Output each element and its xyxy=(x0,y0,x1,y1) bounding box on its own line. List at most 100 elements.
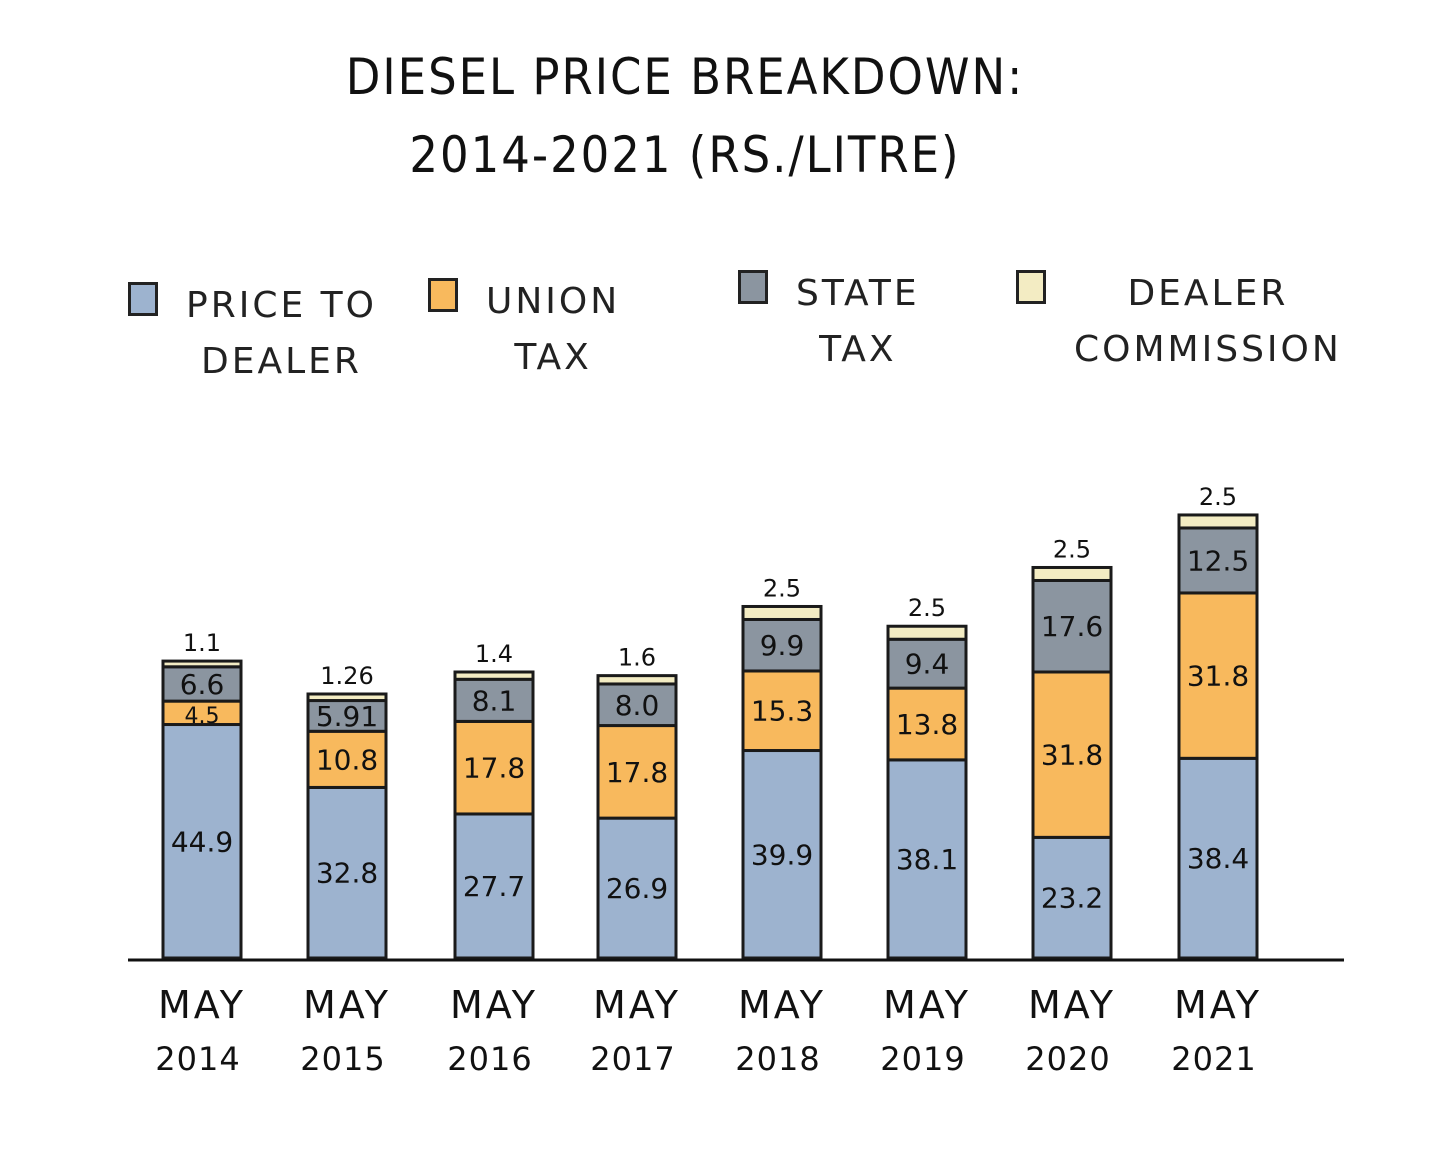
bar-stack: 27.7 17.8 8.1 1.4 xyxy=(453,640,535,960)
bar-stack: 38.1 13.8 9.4 2.5 xyxy=(886,594,968,960)
data-label: 44.9 xyxy=(171,825,233,858)
x-tick-label-year: 2019 xyxy=(880,1040,965,1078)
bar-segment xyxy=(741,604,823,621)
data-label: 1.26 xyxy=(320,662,373,690)
data-label: 2.5 xyxy=(1053,535,1091,563)
x-tick-label-month: MAY xyxy=(450,983,538,1027)
data-label: 23.2 xyxy=(1041,882,1103,915)
data-label: 26.9 xyxy=(606,872,668,905)
bar-stack: 44.9 4.5 6.6 1.1 xyxy=(161,629,243,960)
data-label: 1.6 xyxy=(618,644,656,672)
data-label: 38.1 xyxy=(896,843,958,876)
bar-segment xyxy=(306,729,388,789)
data-label: 8.1 xyxy=(472,684,517,717)
bar-segment xyxy=(161,665,243,703)
data-label: 31.8 xyxy=(1187,660,1249,693)
x-tick-label-year: 2015 xyxy=(300,1040,385,1078)
bar-stack: 38.4 31.8 12.5 2.5 xyxy=(1177,483,1259,960)
bar-stack: 23.2 31.8 17.6 2.5 xyxy=(1031,535,1113,960)
bar-stack: 39.9 15.3 9.9 2.5 xyxy=(741,574,823,960)
bar-segment xyxy=(596,724,678,820)
data-label: 32.8 xyxy=(316,857,378,890)
legend-label-price-to-dealer: PRICE TO DEALER xyxy=(186,278,377,390)
bar-segment xyxy=(306,699,388,733)
data-label: 2.5 xyxy=(908,594,946,622)
data-label: 9.9 xyxy=(760,629,805,662)
x-tick-label-year: 2017 xyxy=(590,1040,675,1078)
x-tick-label-year: 2016 xyxy=(447,1040,532,1078)
data-label: 38.4 xyxy=(1187,842,1249,875)
bar-segment xyxy=(453,719,535,816)
bar-segment xyxy=(453,670,535,681)
bar-segment xyxy=(161,659,243,669)
data-label: 1.1 xyxy=(183,629,221,657)
legend-label-state-tax: STATE TAX xyxy=(796,266,920,378)
data-label: 8.0 xyxy=(615,689,660,722)
x-tick-label-month: MAY xyxy=(738,983,826,1027)
bar-segment xyxy=(453,812,535,960)
bar-segment xyxy=(306,692,388,703)
data-label: 17.8 xyxy=(463,752,525,785)
chart-title-line-2: 2014-2021 (RS./LITRE) xyxy=(409,126,961,184)
bar-segment xyxy=(741,749,823,960)
bar-stack: 26.9 17.8 8.0 1.6 xyxy=(596,644,678,960)
x-tick-label-month: MAY xyxy=(303,983,391,1027)
legend-swatch-state-tax xyxy=(738,270,768,304)
data-label: 39.9 xyxy=(751,838,813,871)
data-label: 12.5 xyxy=(1187,544,1249,577)
legend-item-union-tax: UNION TAX xyxy=(428,274,620,386)
legend-item-dealer-commission: DEALER COMMISSION xyxy=(1016,266,1342,378)
legend-text-line: PRICE TO xyxy=(186,285,377,326)
data-label: 10.8 xyxy=(316,743,378,776)
legend-text-line: COMMISSION xyxy=(1074,329,1342,370)
x-tick-label-month: MAY xyxy=(1028,983,1116,1027)
legend-text-line: UNION xyxy=(486,281,621,322)
bar-stack: 32.8 10.8 5.91 1.26 xyxy=(306,662,388,960)
data-label: 5.91 xyxy=(316,700,378,733)
legend-text-line: DEALER xyxy=(1127,273,1289,314)
bar-segment xyxy=(596,674,678,686)
data-label: 2.5 xyxy=(763,574,801,602)
bar-segment xyxy=(1031,670,1113,839)
data-label: 6.6 xyxy=(180,668,225,701)
data-label: 31.8 xyxy=(1041,739,1103,772)
x-tick-label-month: MAY xyxy=(1174,983,1262,1027)
data-label: 2.5 xyxy=(1199,483,1237,511)
bar-segment xyxy=(741,669,823,753)
bar-segment xyxy=(741,617,823,673)
data-label: 1.4 xyxy=(475,640,513,668)
chart-title-line-1: DIESEL PRICE BREAKDOWN: xyxy=(345,48,1025,106)
legend-text-line: TAX xyxy=(514,337,592,378)
legend-text-line: STATE xyxy=(796,273,920,314)
legend-text-line: TAX xyxy=(819,329,897,370)
data-label: 9.4 xyxy=(905,648,950,681)
bar-segment xyxy=(1031,578,1113,674)
x-tick-label-year: 2018 xyxy=(735,1040,820,1078)
legend-swatch-price-to-dealer xyxy=(128,282,158,316)
x-tick-label-year: 2020 xyxy=(1025,1040,1110,1078)
data-label: 17.6 xyxy=(1041,610,1103,643)
bar-segment xyxy=(161,723,243,960)
x-tick-label-year: 2021 xyxy=(1171,1040,1256,1078)
bar-segment xyxy=(453,677,535,723)
data-label: 13.8 xyxy=(896,708,958,741)
x-tick-label-year: 2014 xyxy=(155,1040,240,1078)
data-label: 15.3 xyxy=(751,695,813,728)
legend-label-dealer-commission: DEALER COMMISSION xyxy=(1074,266,1342,378)
data-label: 17.8 xyxy=(606,756,668,789)
legend-swatch-dealer-commission xyxy=(1016,270,1046,304)
x-tick-label-month: MAY xyxy=(158,983,246,1027)
legend-item-state-tax: STATE TAX xyxy=(738,266,920,378)
data-label: 4.5 xyxy=(185,704,220,729)
bar-segment xyxy=(306,785,388,960)
bar-segment xyxy=(1031,835,1113,960)
x-tick-label-month: MAY xyxy=(593,983,681,1027)
bar-segment xyxy=(886,624,968,641)
legend-label-union-tax: UNION TAX xyxy=(486,274,620,386)
bar-segment xyxy=(886,758,968,960)
bar-segment xyxy=(1031,565,1113,582)
data-label: 27.7 xyxy=(463,870,525,903)
x-tick-label-month: MAY xyxy=(883,983,971,1027)
bar-segment xyxy=(1177,513,1259,530)
